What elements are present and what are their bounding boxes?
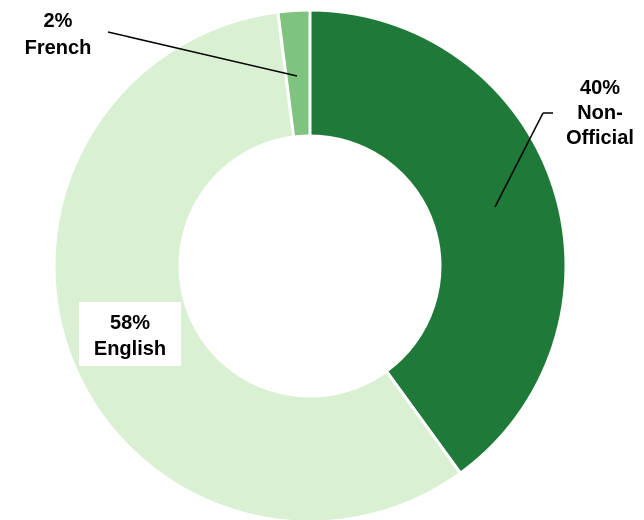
slice-name-french: French bbox=[25, 37, 92, 59]
donut-slice-non-official bbox=[308, 8, 568, 476]
donut-slice-french bbox=[276, 8, 312, 139]
slice-label-french: 2% French bbox=[25, 10, 92, 59]
slice-label-non-official: 40% Non- Official bbox=[566, 77, 634, 149]
donut-slice-english bbox=[52, 10, 463, 520]
slice-name-english: English bbox=[94, 338, 166, 360]
slice-pct-french: 2% bbox=[44, 10, 73, 32]
slice-pct-english: 58% bbox=[110, 312, 150, 334]
slice-name-non-official-line1: Non- bbox=[577, 102, 623, 124]
leader-line-french bbox=[107, 31, 298, 77]
donut-slices bbox=[52, 8, 568, 520]
slice-name-non-official-line2: Official bbox=[566, 127, 634, 149]
slice-label-english: 58% English bbox=[79, 302, 181, 366]
slice-pct-non-official: 40% bbox=[580, 77, 620, 99]
slice-label-english-box bbox=[79, 302, 181, 366]
leader-line-non-official bbox=[494, 112, 544, 208]
